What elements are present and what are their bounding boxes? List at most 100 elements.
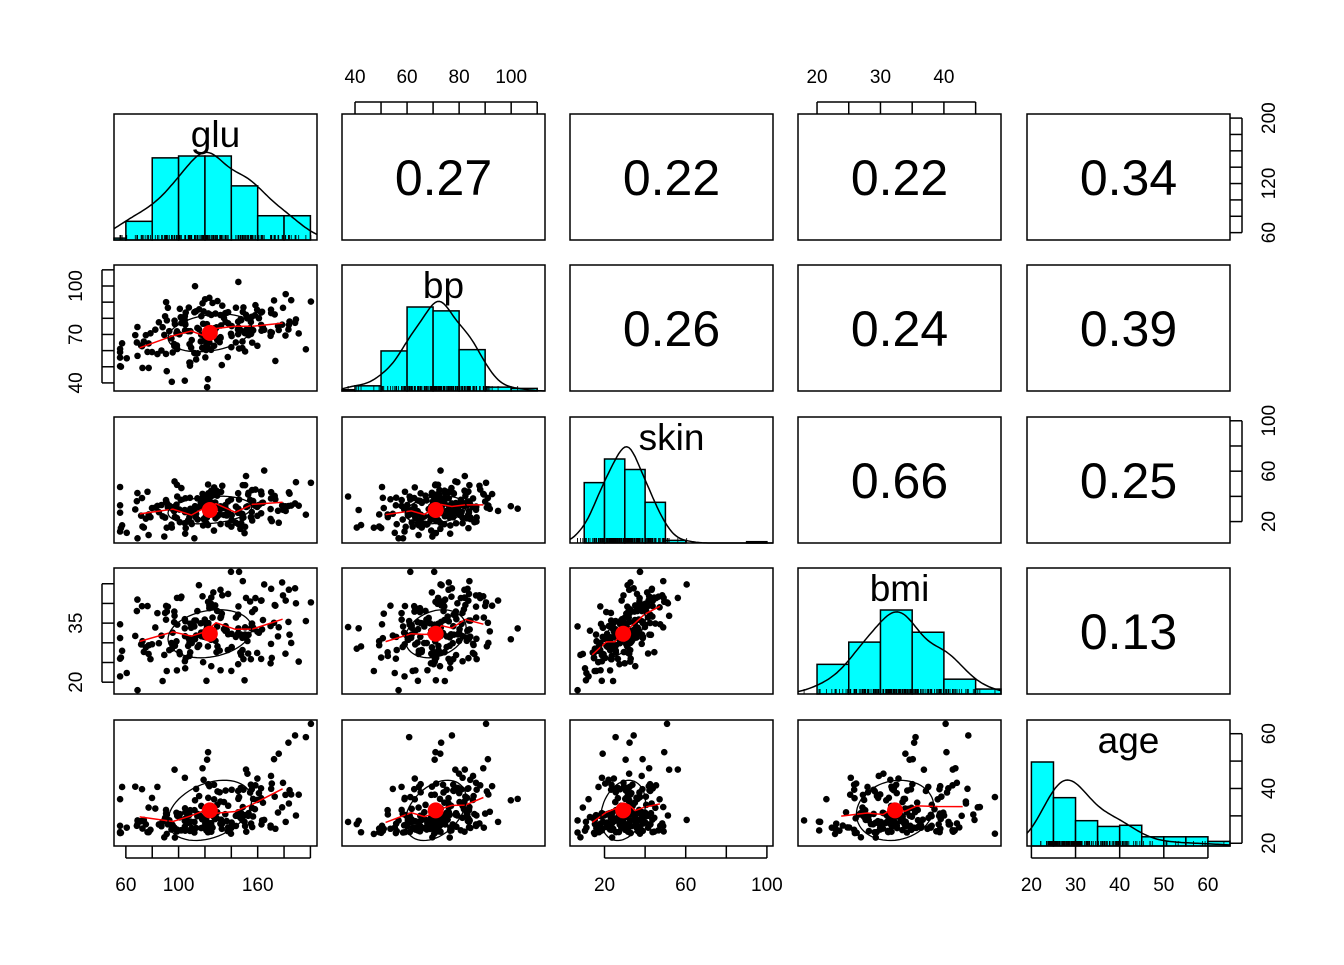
data-point (912, 806, 920, 814)
panel-border (797, 113, 1002, 241)
data-point (380, 825, 388, 833)
data-point (415, 804, 422, 811)
data-point (473, 786, 480, 794)
data-point (645, 593, 653, 600)
data-point (426, 619, 434, 627)
data-point (152, 805, 159, 812)
data-point (268, 654, 276, 662)
data-point (470, 641, 477, 649)
data-point (437, 649, 444, 656)
data-point (634, 624, 641, 631)
data-point (965, 732, 972, 739)
data-point (223, 626, 231, 634)
data-point (158, 347, 165, 354)
data-point (163, 524, 171, 532)
data-point (205, 490, 212, 497)
data-point (116, 634, 124, 642)
data-point (935, 812, 943, 820)
data-point (405, 636, 412, 644)
data-point (881, 819, 889, 827)
axis-tick-label: 40 (1109, 875, 1130, 896)
data-point (344, 818, 352, 826)
data-point (991, 793, 999, 801)
panel-border (797, 567, 1002, 695)
data-point (160, 651, 168, 659)
data-point (465, 654, 472, 662)
correlation-ellipse (167, 779, 253, 842)
data-point (647, 809, 655, 817)
data-point (664, 812, 672, 819)
data-point (459, 609, 466, 617)
data-point (171, 608, 178, 615)
panel-bmi-skin (569, 567, 774, 695)
data-point (437, 739, 445, 746)
data-point (181, 664, 189, 672)
data-point (217, 666, 224, 674)
data-point (622, 756, 629, 763)
data-point (514, 505, 521, 512)
data-point (152, 326, 159, 333)
data-point (223, 817, 231, 825)
data-point (133, 497, 141, 505)
data-point (943, 789, 951, 796)
data-point (116, 795, 124, 803)
data-point (244, 315, 251, 322)
data-point (254, 775, 261, 782)
data-point (204, 375, 212, 383)
data-point (428, 650, 435, 658)
data-point (461, 766, 469, 773)
data-point (152, 624, 159, 631)
axis-bottom-skin: 20 60 100 (594, 846, 783, 896)
data-point (202, 354, 209, 361)
data-point (395, 686, 402, 694)
data-point (450, 490, 458, 497)
data-point (611, 643, 619, 651)
data-point (398, 496, 405, 504)
data-point (452, 811, 460, 819)
data-point (665, 766, 673, 774)
data-point (976, 803, 984, 811)
data-point (444, 613, 451, 620)
axis-tick-label: 50 (1153, 875, 1174, 896)
data-point (435, 826, 442, 834)
data-point (441, 677, 449, 685)
data-point (187, 620, 194, 627)
data-point (473, 514, 480, 521)
data-point (267, 505, 274, 513)
data-point (118, 522, 126, 529)
data-point (171, 642, 179, 650)
data-point (645, 764, 653, 772)
data-point (399, 623, 407, 630)
data-point (438, 581, 445, 589)
data-point (246, 598, 254, 605)
data-point (436, 795, 444, 803)
data-point (431, 658, 439, 665)
data-point (260, 467, 268, 474)
panel-skin-skin: skin (569, 416, 774, 544)
data-point (823, 795, 830, 803)
data-point (464, 817, 472, 825)
axis-tick-label: 100 (495, 67, 527, 88)
data-point (608, 811, 616, 818)
data-point (683, 581, 690, 588)
data-point (652, 620, 659, 627)
data-point (134, 489, 141, 497)
data-point (582, 676, 590, 684)
data-point (484, 755, 492, 763)
data-point (380, 610, 388, 617)
data-point (116, 822, 124, 830)
data-point (472, 779, 480, 787)
data-point (220, 798, 228, 806)
data-point (398, 806, 405, 814)
data-point (456, 798, 463, 806)
data-point (286, 318, 293, 325)
correlation-bp-bmi: 0.24 (851, 301, 948, 357)
data-point (275, 750, 283, 757)
data-point (240, 304, 247, 311)
data-point (663, 720, 671, 728)
panel-border (797, 416, 1002, 544)
data-point (466, 803, 473, 811)
data-point (387, 496, 394, 503)
